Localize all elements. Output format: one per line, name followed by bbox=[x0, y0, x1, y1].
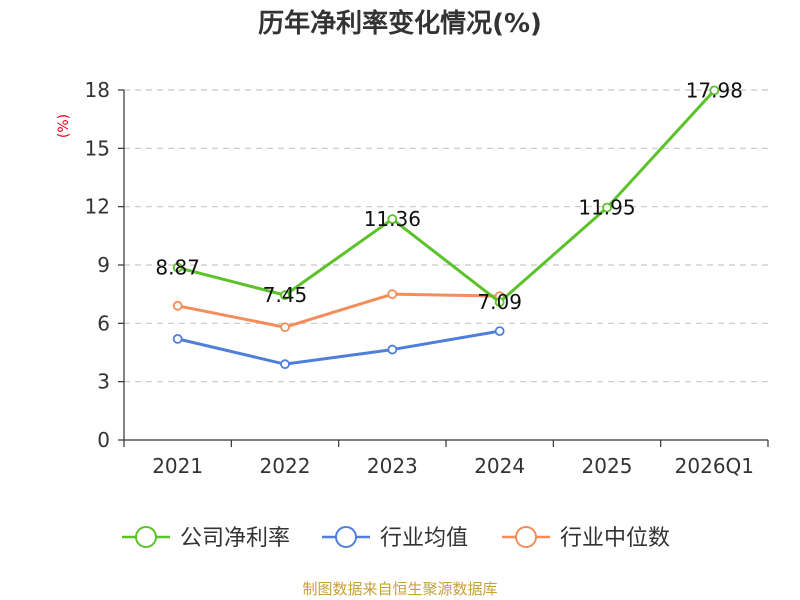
data-point bbox=[280, 322, 290, 333]
data-point bbox=[387, 289, 398, 300]
source-note: 制图数据来自恒生聚源数据库 bbox=[302, 580, 497, 598]
data-point bbox=[280, 359, 290, 370]
data-point bbox=[387, 214, 398, 225]
legend-label-1: 行业均值 bbox=[380, 526, 468, 551]
gridlines bbox=[124, 89, 768, 383]
data-point bbox=[602, 202, 612, 213]
legend-marker-0 bbox=[135, 526, 157, 548]
x-tick-label: 2023 bbox=[367, 454, 418, 478]
y-tick-label: 12 bbox=[85, 195, 110, 219]
x-tick-label: 2025 bbox=[582, 454, 633, 478]
series-line-2 bbox=[177, 292, 500, 329]
data-point bbox=[172, 300, 183, 311]
data-point bbox=[494, 326, 505, 337]
y-tick-label: 9 bbox=[97, 253, 110, 277]
x-tick-label: 2021 bbox=[152, 454, 203, 478]
data-label: 8.87 bbox=[155, 256, 200, 280]
chart-title: 历年净利率变化情况(%) bbox=[258, 8, 542, 39]
legend-marker-2 bbox=[515, 526, 537, 548]
y-tick-label: 0 bbox=[97, 428, 110, 452]
series-layer: 8.87 7.45 11.36 7.09 11.95 17.98 bbox=[155, 78, 743, 370]
data-label: 7.45 bbox=[263, 283, 308, 307]
y-axis-label: (%) bbox=[56, 114, 72, 138]
x-tick-label: 2022 bbox=[260, 454, 311, 478]
data-point bbox=[387, 344, 398, 355]
y-tick-label: 18 bbox=[85, 78, 110, 102]
y-tick-label: 3 bbox=[97, 370, 110, 394]
legend-marker-1 bbox=[335, 526, 357, 548]
x-tick-label: 2024 bbox=[474, 454, 525, 478]
legend-label-2: 行业中位数 bbox=[560, 526, 670, 551]
data-point bbox=[172, 333, 183, 344]
legend-label-0: 公司净利率 bbox=[180, 526, 290, 551]
y-tick-label: 6 bbox=[97, 311, 110, 335]
data-label: 7.09 bbox=[477, 290, 522, 314]
data-label: 11.95 bbox=[578, 196, 635, 220]
axes: 0 3 6 9 12 15 18 2021 2022 2023 2024 2025 2026Q1 bbox=[85, 78, 769, 478]
legend: 公司净利率 行业均值 行业中位数 bbox=[122, 526, 670, 551]
series-line-1 bbox=[177, 329, 500, 366]
data-label: 17.98 bbox=[686, 78, 743, 102]
data-point bbox=[172, 262, 183, 273]
data-point bbox=[709, 85, 720, 96]
y-tick-label: 15 bbox=[85, 136, 110, 160]
data-point bbox=[280, 290, 290, 301]
data-point bbox=[494, 297, 505, 308]
data-label: 11.36 bbox=[364, 207, 421, 231]
x-tick-label: 2026Q1 bbox=[675, 454, 754, 478]
series-line-0 bbox=[177, 89, 716, 304]
